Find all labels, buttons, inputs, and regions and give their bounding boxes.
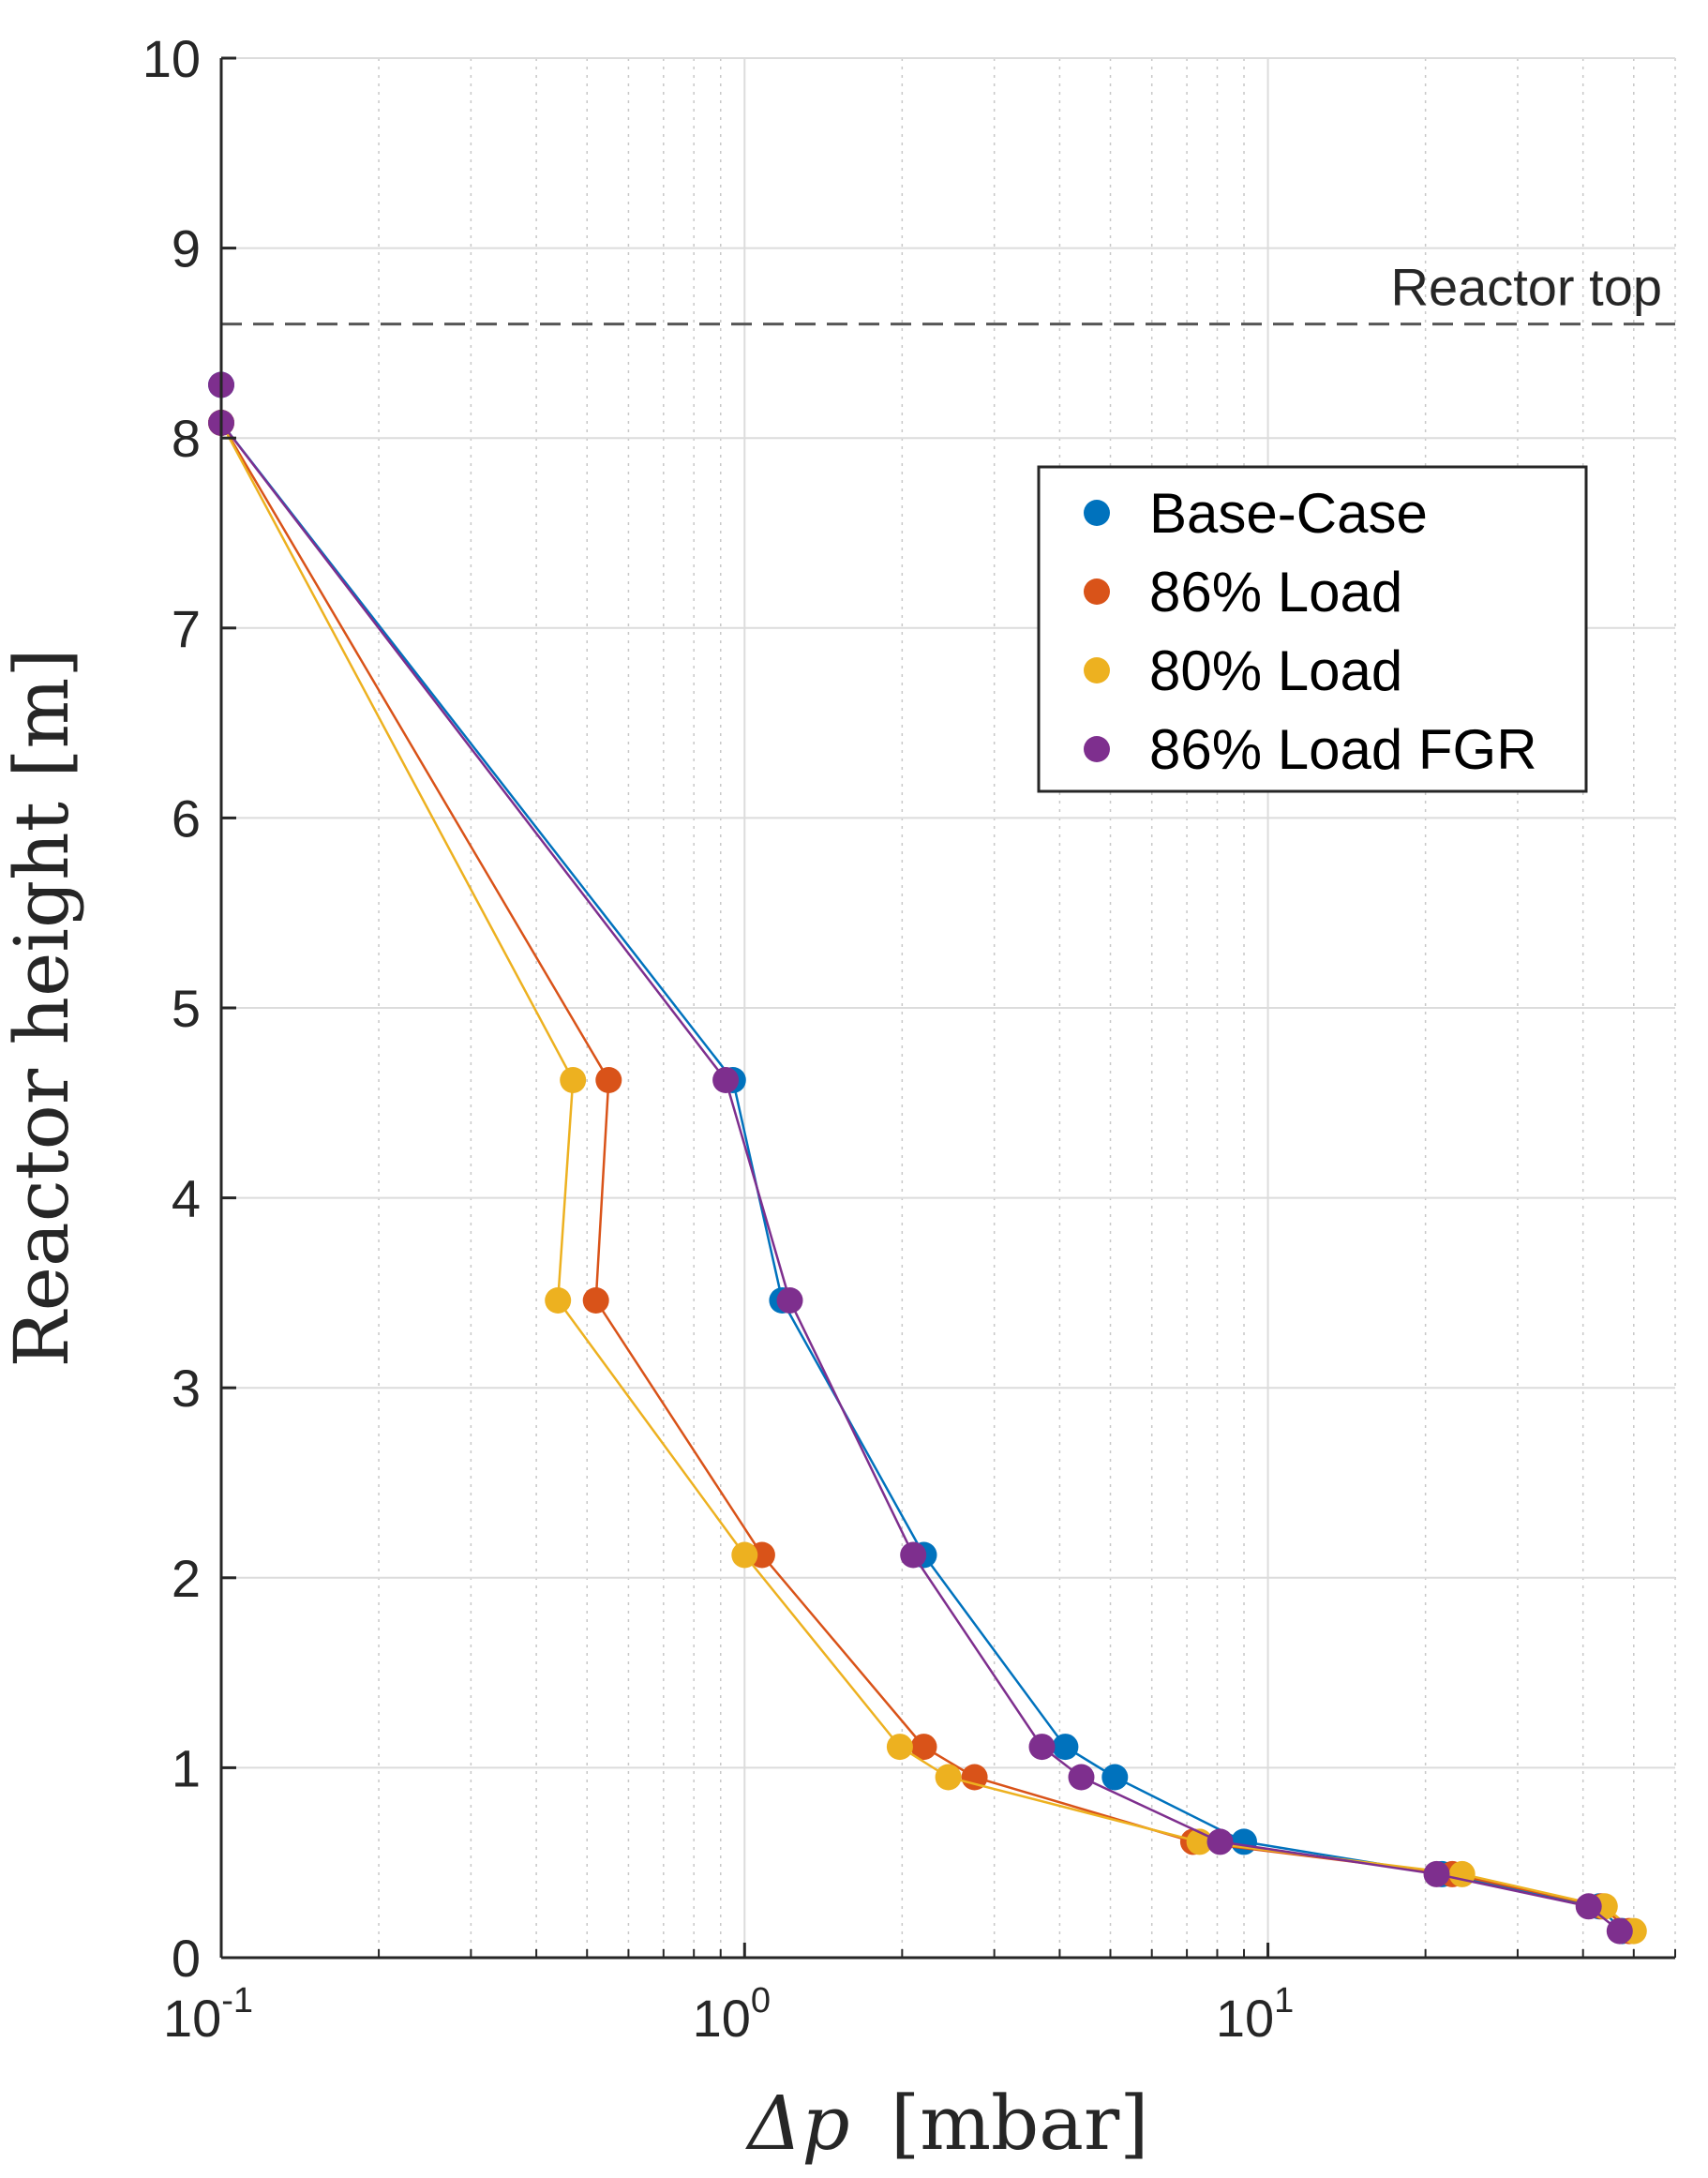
y-tick-label: 10 [142,29,201,88]
y-tick-label: 8 [172,409,201,468]
x-tick-label: 101 [1216,1981,1294,2048]
y-tick-label: 4 [172,1169,201,1228]
legend-label: 80% Load [1149,639,1402,702]
y-tick-label: 6 [172,789,201,848]
x-axis-label-symbol: Δp [745,2080,850,2167]
legend: Base-Case 86% Load 80% Load 86% Load FGR [1037,465,1588,793]
y-tick-label: 9 [172,219,201,278]
data-point [582,1287,609,1314]
y-tick-label: 5 [172,979,201,1038]
data-point [595,1067,622,1093]
legend-items: Base-Case 86% Load 80% Load 86% Load FGR [1084,482,1537,781]
data-point [1448,1860,1476,1887]
data-point [1068,1764,1095,1791]
x-tick-label: 10-1 [163,1981,253,2048]
series-3 [208,371,1633,1945]
data-point [961,1764,988,1791]
data-point [776,1287,803,1314]
y-tick-labels: 0 1 2 3 4 5 6 7 8 9 10 [142,29,201,1988]
data-point [1606,1917,1633,1945]
data-point [1423,1860,1450,1887]
x-tick-base: 10 [163,1989,221,2048]
x-tick-base: 10 [1216,1989,1274,2048]
legend-box [1037,465,1588,793]
legend-marker [1084,500,1110,526]
x-tick-exponent: 1 [1274,1981,1294,2020]
x-tick-base: 10 [693,1989,751,2048]
x-tick-exponent: 0 [751,1981,771,2020]
legend-item: Base-Case [1084,482,1428,545]
x-axis-label: Δp [mbar] [745,2080,1149,2167]
major-grid [220,57,1675,1959]
y-tick-label: 1 [172,1738,201,1797]
data-point [712,1067,740,1093]
data-point [1231,1828,1257,1855]
data-point [1028,1734,1056,1761]
data-point [1052,1734,1079,1761]
data-point [731,1541,758,1569]
data-point [935,1764,962,1791]
legend-label: Base-Case [1149,482,1428,545]
legend-marker [1084,578,1110,605]
legend-marker [1084,657,1110,683]
x-tick-label: 100 [693,1981,771,2048]
data-point [900,1541,927,1569]
data-point [1101,1764,1129,1791]
data-point [910,1734,937,1761]
data-point [886,1734,913,1761]
legend-marker [1084,736,1110,762]
legend-item: 86% Load [1084,561,1402,623]
y-tick-label: 0 [172,1929,201,1988]
legend-item: 80% Load [1084,639,1402,702]
reference-line-group: Reactor top [221,258,1675,326]
data-point [1575,1893,1602,1920]
data-point [560,1067,587,1093]
y-tick-label: 3 [172,1359,201,1418]
x-tick-exponent: -1 [221,1981,253,2020]
reactor-top-label: Reactor top [1391,258,1663,317]
series-group [208,371,1647,1945]
x-tick-labels: 10-1 100 101 [163,1981,1294,2048]
y-tick-label: 2 [172,1549,201,1608]
legend-item: 86% Load FGR [1084,718,1537,781]
legend-label: 86% Load [1149,561,1402,623]
y-tick-label: 7 [172,599,201,658]
legend-label: 86% Load FGR [1149,718,1537,781]
series-line [219,422,1635,1932]
x-axis-label-unit: [mbar] [891,2080,1148,2167]
y-axis-label: Reactor height [m] [0,648,85,1367]
series-line [219,422,1630,1932]
axes [219,56,1676,1960]
data-point [1206,1828,1234,1855]
data-point [545,1287,572,1314]
